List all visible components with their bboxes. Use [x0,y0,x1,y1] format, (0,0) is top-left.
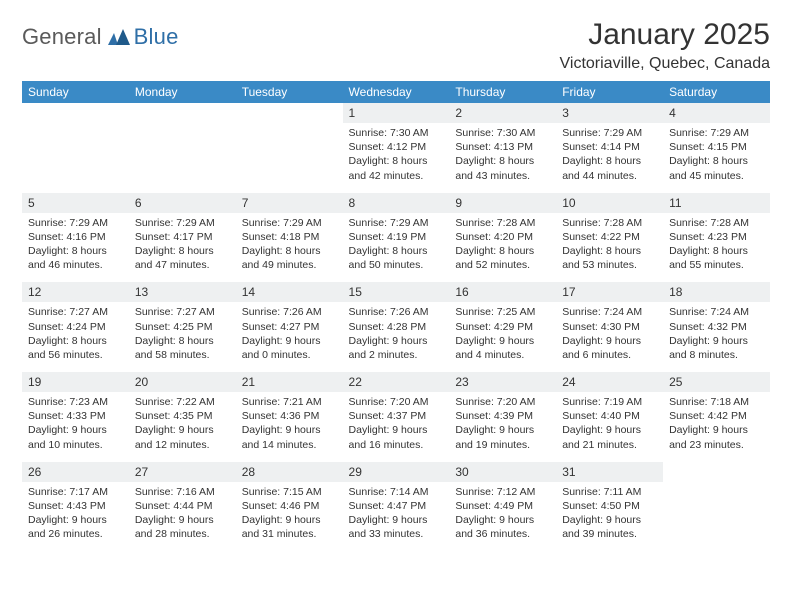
day-number-cell: 30 [449,462,556,482]
day-number-cell: 26 [22,462,129,482]
day-header: Saturday [663,81,770,103]
day-details-cell: Sunrise: 7:11 AMSunset: 4:50 PMDaylight:… [556,482,663,552]
day-details-cell: Sunrise: 7:20 AMSunset: 4:39 PMDaylight:… [449,392,556,462]
day-details-cell: Sunrise: 7:26 AMSunset: 4:28 PMDaylight:… [343,302,450,372]
day-details-cell: Sunrise: 7:23 AMSunset: 4:33 PMDaylight:… [22,392,129,462]
day-details-cell: Sunrise: 7:15 AMSunset: 4:46 PMDaylight:… [236,482,343,552]
day-header: Monday [129,81,236,103]
day-details-cell: Sunrise: 7:26 AMSunset: 4:27 PMDaylight:… [236,302,343,372]
day-number-cell: 6 [129,193,236,213]
day-details-cell [236,123,343,193]
day-number-cell: 14 [236,282,343,302]
day-details-cell: Sunrise: 7:29 AMSunset: 4:19 PMDaylight:… [343,213,450,283]
day-details-cell: Sunrise: 7:27 AMSunset: 4:25 PMDaylight:… [129,302,236,372]
day-number-cell: 29 [343,462,450,482]
location-subtitle: Victoriaville, Quebec, Canada [560,55,771,73]
day-number-cell: 19 [22,372,129,392]
day-details-cell: Sunrise: 7:30 AMSunset: 4:12 PMDaylight:… [343,123,450,193]
day-details-cell: Sunrise: 7:19 AMSunset: 4:40 PMDaylight:… [556,392,663,462]
day-details-cell [129,123,236,193]
day-number-cell [129,103,236,123]
week-number-row: 19202122232425 [22,372,770,392]
calendar-body: 1234Sunrise: 7:30 AMSunset: 4:12 PMDayli… [22,103,770,551]
day-number-cell: 15 [343,282,450,302]
day-details-cell: Sunrise: 7:14 AMSunset: 4:47 PMDaylight:… [343,482,450,552]
week-details-row: Sunrise: 7:23 AMSunset: 4:33 PMDaylight:… [22,392,770,462]
day-details-cell: Sunrise: 7:21 AMSunset: 4:36 PMDaylight:… [236,392,343,462]
day-details-cell: Sunrise: 7:30 AMSunset: 4:13 PMDaylight:… [449,123,556,193]
day-header: Friday [556,81,663,103]
day-details-cell: Sunrise: 7:20 AMSunset: 4:37 PMDaylight:… [343,392,450,462]
day-details-cell [663,482,770,552]
day-number-cell: 1 [343,103,450,123]
day-header: Thursday [449,81,556,103]
day-details-cell: Sunrise: 7:29 AMSunset: 4:16 PMDaylight:… [22,213,129,283]
day-number-cell: 12 [22,282,129,302]
title-block: January 2025 Victoriaville, Quebec, Cana… [560,18,771,73]
logo-flag-icon [108,29,130,45]
day-number-cell: 23 [449,372,556,392]
day-number-cell: 22 [343,372,450,392]
day-number-cell: 4 [663,103,770,123]
day-number-cell: 11 [663,193,770,213]
day-number-cell: 9 [449,193,556,213]
day-details-cell: Sunrise: 7:29 AMSunset: 4:18 PMDaylight:… [236,213,343,283]
day-details-cell: Sunrise: 7:27 AMSunset: 4:24 PMDaylight:… [22,302,129,372]
day-number-cell: 7 [236,193,343,213]
week-number-row: 1234 [22,103,770,123]
week-number-row: 262728293031 [22,462,770,482]
day-header: Tuesday [236,81,343,103]
day-header-row: Sunday Monday Tuesday Wednesday Thursday… [22,81,770,103]
week-details-row: Sunrise: 7:17 AMSunset: 4:43 PMDaylight:… [22,482,770,552]
day-number-cell: 10 [556,193,663,213]
day-details-cell: Sunrise: 7:29 AMSunset: 4:15 PMDaylight:… [663,123,770,193]
day-details-cell: Sunrise: 7:12 AMSunset: 4:49 PMDaylight:… [449,482,556,552]
day-number-cell [663,462,770,482]
day-details-cell: Sunrise: 7:16 AMSunset: 4:44 PMDaylight:… [129,482,236,552]
day-number-cell: 25 [663,372,770,392]
day-number-cell: 31 [556,462,663,482]
day-number-cell: 27 [129,462,236,482]
day-number-cell: 20 [129,372,236,392]
day-details-cell: Sunrise: 7:24 AMSunset: 4:30 PMDaylight:… [556,302,663,372]
logo-text-blue: Blue [134,24,179,50]
day-details-cell: Sunrise: 7:18 AMSunset: 4:42 PMDaylight:… [663,392,770,462]
day-details-cell: Sunrise: 7:22 AMSunset: 4:35 PMDaylight:… [129,392,236,462]
day-number-cell: 3 [556,103,663,123]
day-details-cell: Sunrise: 7:29 AMSunset: 4:17 PMDaylight:… [129,213,236,283]
day-details-cell [22,123,129,193]
week-details-row: Sunrise: 7:29 AMSunset: 4:16 PMDaylight:… [22,213,770,283]
week-number-row: 12131415161718 [22,282,770,302]
day-details-cell: Sunrise: 7:24 AMSunset: 4:32 PMDaylight:… [663,302,770,372]
day-number-cell: 2 [449,103,556,123]
day-number-cell [22,103,129,123]
day-details-cell: Sunrise: 7:28 AMSunset: 4:20 PMDaylight:… [449,213,556,283]
day-number-cell: 5 [22,193,129,213]
week-details-row: Sunrise: 7:27 AMSunset: 4:24 PMDaylight:… [22,302,770,372]
week-number-row: 567891011 [22,193,770,213]
logo-text-general: General [22,24,102,50]
day-number-cell: 17 [556,282,663,302]
day-number-cell [236,103,343,123]
day-details-cell: Sunrise: 7:29 AMSunset: 4:14 PMDaylight:… [556,123,663,193]
day-number-cell: 16 [449,282,556,302]
day-number-cell: 8 [343,193,450,213]
calendar-table: Sunday Monday Tuesday Wednesday Thursday… [22,81,770,551]
day-number-cell: 21 [236,372,343,392]
page-title: January 2025 [560,18,771,51]
day-number-cell: 13 [129,282,236,302]
day-number-cell: 18 [663,282,770,302]
day-number-cell: 28 [236,462,343,482]
header: General Blue January 2025 Victoriaville,… [22,18,770,73]
day-details-cell: Sunrise: 7:17 AMSunset: 4:43 PMDaylight:… [22,482,129,552]
week-details-row: Sunrise: 7:30 AMSunset: 4:12 PMDaylight:… [22,123,770,193]
day-details-cell: Sunrise: 7:28 AMSunset: 4:22 PMDaylight:… [556,213,663,283]
day-details-cell: Sunrise: 7:25 AMSunset: 4:29 PMDaylight:… [449,302,556,372]
day-header: Wednesday [343,81,450,103]
day-number-cell: 24 [556,372,663,392]
day-details-cell: Sunrise: 7:28 AMSunset: 4:23 PMDaylight:… [663,213,770,283]
logo: General Blue [22,18,179,50]
day-header: Sunday [22,81,129,103]
